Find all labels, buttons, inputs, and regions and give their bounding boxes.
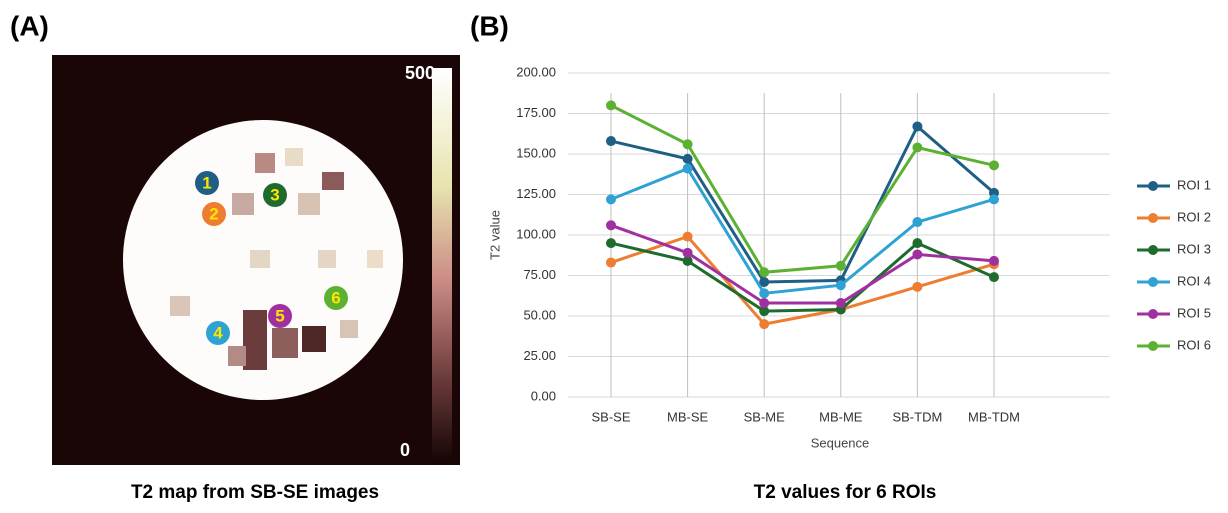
data-point — [606, 238, 616, 248]
data-point — [989, 272, 999, 282]
colorbar-label: 500 — [405, 63, 435, 83]
data-point — [606, 258, 616, 268]
data-point — [989, 160, 999, 170]
legend-label: ROI 4 — [1177, 273, 1211, 288]
y-tick-label: 75.00 — [523, 267, 556, 282]
data-point — [836, 280, 846, 290]
legend-label: ROI 1 — [1177, 177, 1211, 192]
series-line — [611, 225, 994, 303]
figure: (A) (B) 500 0 1 2 3 4 5 6 T2 map from SB… — [0, 0, 1228, 508]
roi-label: 4 — [213, 323, 223, 342]
legend-label: ROI 2 — [1177, 209, 1211, 224]
legend-swatch — [1148, 181, 1158, 191]
x-tick-label: MB-TDM — [968, 409, 1020, 424]
data-point — [759, 267, 769, 277]
data-point — [912, 282, 922, 292]
y-tick-label: 175.00 — [516, 105, 556, 120]
roi-label: 6 — [331, 288, 340, 307]
data-point — [683, 248, 693, 258]
roi-label: 1 — [202, 173, 211, 192]
roi-label: 5 — [275, 306, 284, 325]
legend-label: ROI 6 — [1177, 337, 1211, 352]
legend-swatch — [1148, 245, 1158, 255]
y-tick-label: 0.00 — [531, 388, 556, 403]
data-point — [989, 194, 999, 204]
data-point — [606, 194, 616, 204]
data-point — [912, 143, 922, 153]
legend-swatch — [1148, 277, 1158, 287]
panel-label: (B) — [470, 10, 509, 41]
roi-label: 3 — [270, 185, 279, 204]
y-tick-label: 25.00 — [523, 348, 556, 363]
data-point — [606, 220, 616, 230]
y-axis-label: T2 value — [487, 210, 502, 260]
x-tick-label: SB-TDM — [892, 409, 942, 424]
data-point — [836, 298, 846, 308]
x-tick-label: SB-SE — [591, 409, 630, 424]
y-tick-label: 100.00 — [516, 226, 556, 241]
t2-map — [52, 55, 460, 465]
x-tick-label: SB-ME — [744, 409, 786, 424]
panel-label: (A) — [10, 10, 49, 41]
legend-swatch — [1148, 309, 1158, 319]
data-point — [912, 238, 922, 248]
data-point — [912, 217, 922, 227]
legend-label: ROI 5 — [1177, 305, 1211, 320]
y-tick-label: 200.00 — [516, 64, 556, 79]
data-point — [912, 121, 922, 131]
legend-swatch — [1148, 341, 1158, 351]
legend-label: ROI 3 — [1177, 241, 1211, 256]
data-point — [683, 232, 693, 242]
series-line — [611, 243, 994, 311]
x-axis-label: Sequence — [811, 435, 870, 450]
data-point — [683, 154, 693, 164]
series-line — [611, 169, 994, 294]
series-line — [611, 126, 994, 282]
y-tick-label: 50.00 — [523, 307, 556, 322]
roi-label: 2 — [209, 204, 218, 223]
data-point — [606, 100, 616, 110]
y-tick-label: 150.00 — [516, 145, 556, 160]
chart-title: T2 values for 6 ROIs — [754, 482, 937, 503]
panel-caption: T2 map from SB-SE images — [131, 482, 379, 503]
x-tick-label: MB-ME — [819, 409, 863, 424]
data-point — [836, 261, 846, 271]
data-point — [683, 139, 693, 149]
data-point — [759, 319, 769, 329]
x-tick-label: MB-SE — [667, 409, 709, 424]
data-point — [989, 256, 999, 266]
y-tick-label: 125.00 — [516, 186, 556, 201]
data-point — [606, 136, 616, 146]
data-point — [683, 164, 693, 174]
data-point — [912, 249, 922, 259]
legend-swatch — [1148, 213, 1158, 223]
colorbar-label: 0 — [400, 440, 410, 460]
data-point — [759, 298, 769, 308]
data-point — [759, 288, 769, 298]
